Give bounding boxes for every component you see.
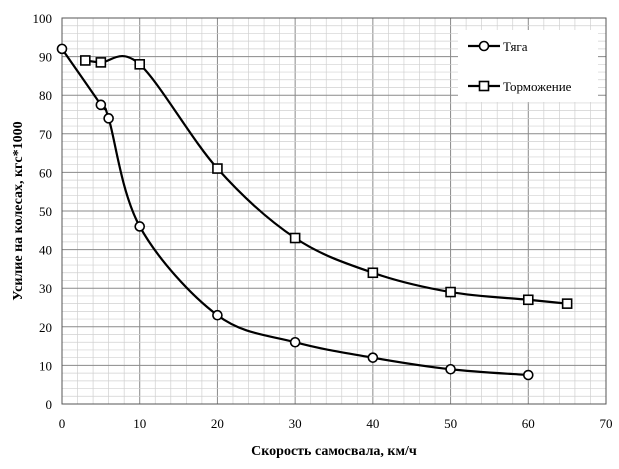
x-tick-label: 20 (211, 416, 224, 431)
data-point (80, 55, 91, 66)
legend-marker (478, 40, 490, 52)
data-point (522, 294, 534, 306)
x-tick-label: 50 (444, 416, 457, 431)
x-tick-label: 70 (600, 416, 613, 431)
data-point (289, 336, 301, 348)
series-1 (56, 43, 534, 381)
data-point (95, 99, 107, 111)
series-2 (80, 55, 573, 309)
y-tick-label: 40 (39, 243, 52, 258)
x-tick-label: 30 (289, 416, 302, 431)
legend: Тяга Торможение (458, 30, 598, 102)
y-tick-label: 100 (33, 11, 53, 26)
legend-label: Тяга (503, 39, 528, 54)
data-point (95, 57, 107, 68)
data-point (561, 298, 573, 309)
data-point (212, 163, 223, 174)
x-tick-label: 0 (59, 416, 66, 431)
x-tick-label: 40 (366, 416, 379, 431)
legend-marker (478, 80, 490, 92)
y-tick-label: 90 (39, 50, 52, 65)
y-tick-label: 10 (39, 358, 52, 373)
y-tick-label: 70 (39, 127, 52, 142)
data-point (56, 43, 68, 55)
y-tick-label: 80 (39, 88, 52, 103)
data-point (445, 363, 456, 375)
plot-frame (61, 17, 607, 405)
data-point (134, 221, 146, 232)
axes (61, 17, 607, 405)
y-tick-label: 60 (39, 165, 52, 180)
y-tick-label: 30 (39, 281, 52, 296)
data-point (134, 59, 146, 70)
series-group (56, 43, 573, 381)
data-point (367, 352, 379, 363)
y-axis-title: Усилие на колесах, кгс*1000 (11, 121, 26, 300)
x-tick-label: 10 (133, 416, 146, 431)
data-point (522, 369, 534, 381)
tick-labels: 0 10 20 30 40 50 60 70 0 10 20 30 40 50 60 70 80 90 100 (33, 11, 613, 431)
y-tick-label: 20 (39, 320, 52, 335)
data-point (289, 232, 301, 244)
y-tick-label: 0 (46, 397, 53, 412)
x-axis-title: Скорость самосвала, км/ч (251, 444, 417, 459)
data-point (212, 309, 223, 321)
legend-label: Торможение (503, 79, 572, 94)
data-point (367, 267, 379, 279)
data-point (103, 113, 114, 124)
x-tick-label: 60 (522, 416, 535, 431)
y-tick-label: 50 (39, 204, 52, 219)
data-point (445, 286, 456, 298)
